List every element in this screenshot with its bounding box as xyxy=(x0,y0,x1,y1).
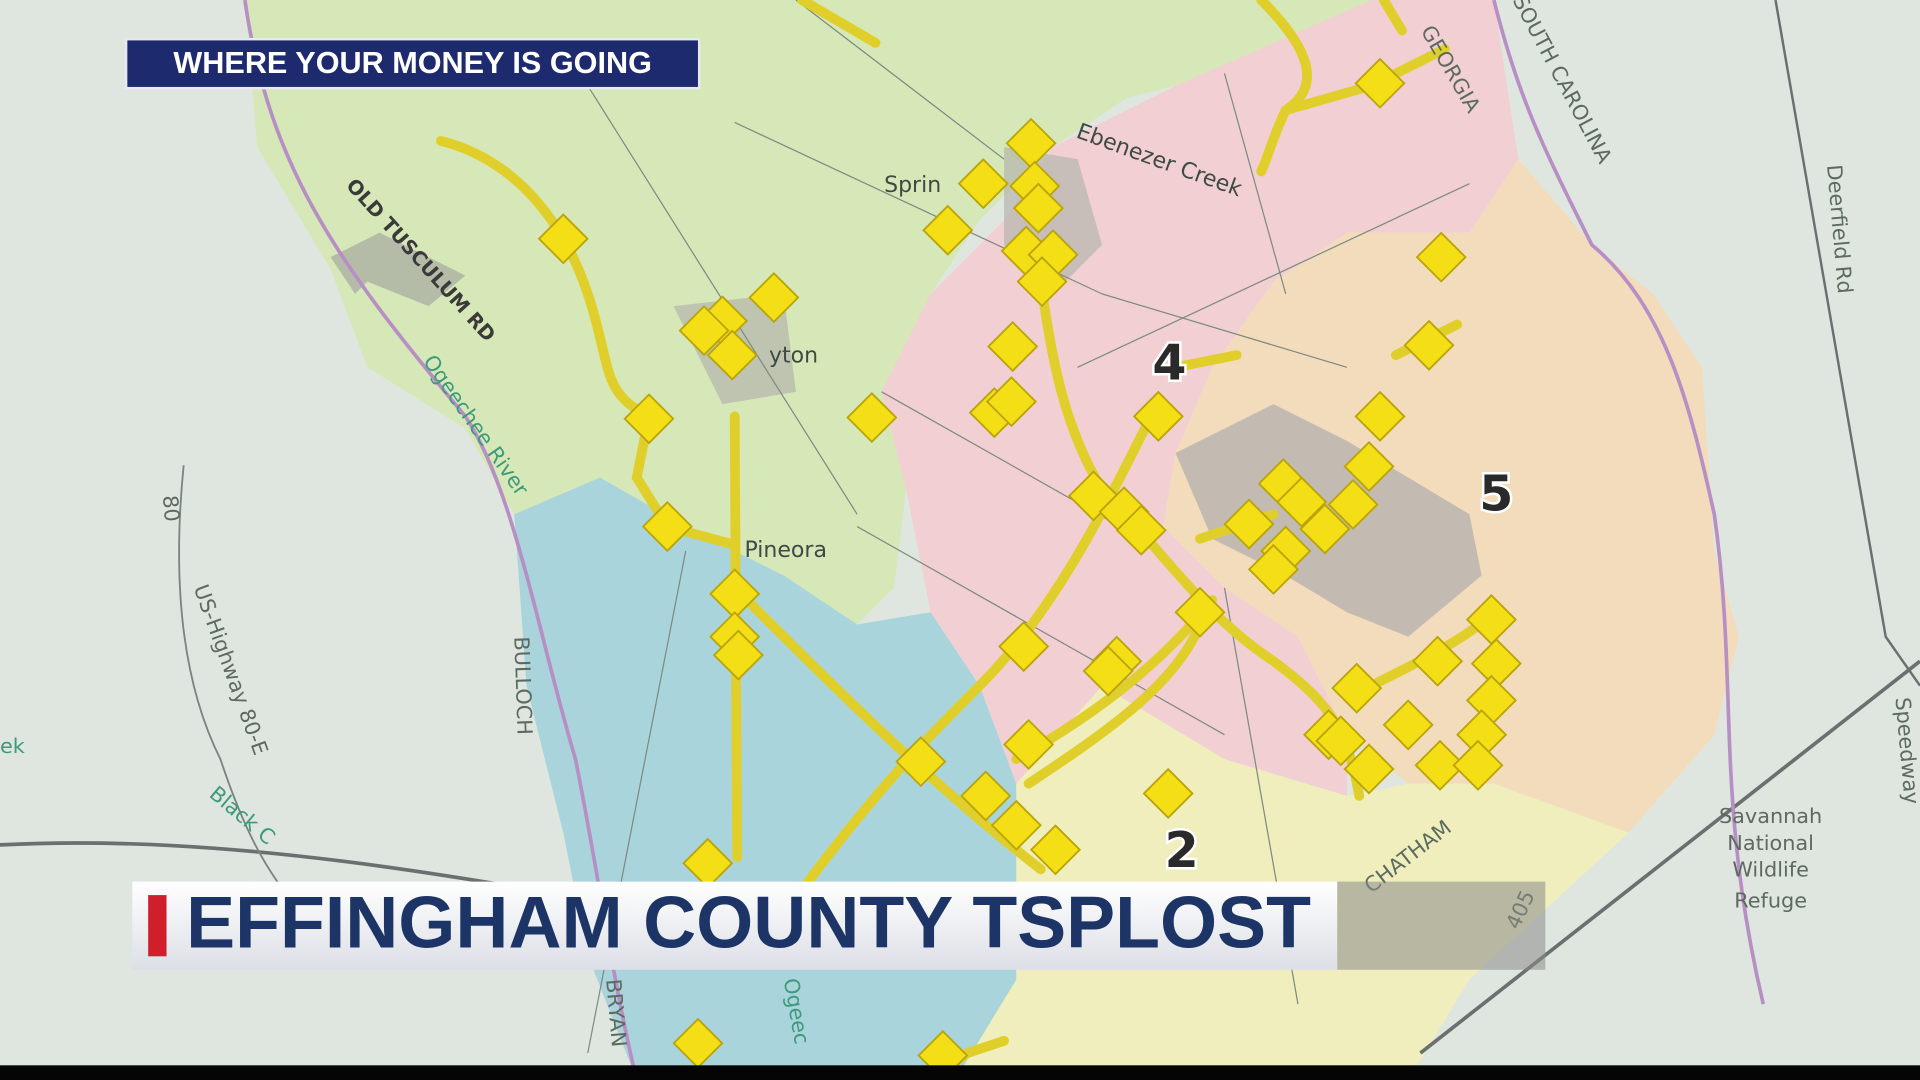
project-marker xyxy=(623,393,675,445)
project-marker xyxy=(1470,638,1522,690)
road xyxy=(1774,0,1920,687)
project-marker xyxy=(537,213,589,265)
project-marker xyxy=(1223,498,1275,550)
project-marker xyxy=(1414,739,1466,791)
place-label: Wildlife xyxy=(1732,858,1809,882)
project-marker xyxy=(1382,699,1434,751)
district-5 xyxy=(1163,159,1739,833)
project-marker xyxy=(1315,715,1367,767)
project-marker xyxy=(1415,231,1467,283)
project-marker xyxy=(1247,543,1300,595)
district-number: 2 xyxy=(1165,822,1199,879)
project-marker xyxy=(1016,256,1068,308)
project-marker xyxy=(895,736,947,788)
project-marker xyxy=(960,770,1012,822)
project-marker xyxy=(1115,504,1167,556)
project-marker xyxy=(1456,709,1508,761)
bottom-strip xyxy=(0,1065,1920,1080)
region-label: BULLOCH xyxy=(509,636,536,735)
project-marker xyxy=(678,305,730,357)
place-label: Pineora xyxy=(744,538,826,563)
project-marker xyxy=(998,620,1050,673)
project-marker xyxy=(922,204,974,256)
place-label: Savannah xyxy=(1719,804,1822,828)
project-marker xyxy=(1005,117,1057,169)
place-label: yton xyxy=(769,343,818,368)
project-marker xyxy=(1354,57,1406,109)
project-marker xyxy=(1012,182,1064,234)
water-label: ek xyxy=(0,734,25,758)
project-marker xyxy=(672,1017,724,1069)
project-marker xyxy=(1003,718,1055,771)
project-marker xyxy=(1029,824,1082,876)
project-marker xyxy=(1132,390,1184,442)
project-marker xyxy=(990,799,1042,851)
project-marker xyxy=(682,837,734,889)
project-marker xyxy=(985,376,1037,428)
project-marker xyxy=(1465,594,1517,646)
district-number: 5 xyxy=(1479,466,1513,523)
district-1 xyxy=(244,0,1384,625)
banner-tag: WHERE YOUR MONEY IS GOING xyxy=(173,46,651,80)
project-marker xyxy=(1082,645,1134,697)
project-marker xyxy=(748,272,800,324)
state-line xyxy=(1492,0,1766,1005)
project-marker xyxy=(706,329,758,381)
project-marker xyxy=(709,568,761,620)
project-marker xyxy=(1299,503,1351,555)
project-marker xyxy=(1343,440,1395,493)
lower-third-tail xyxy=(1337,881,1546,970)
region-label: BRYAN xyxy=(601,978,631,1048)
district-number: 4 xyxy=(1152,335,1186,392)
project-marker xyxy=(987,320,1039,373)
project-marker xyxy=(1174,586,1226,638)
project-marker xyxy=(1412,635,1464,687)
project-marker xyxy=(957,158,1009,210)
project-marker xyxy=(1452,739,1504,791)
place-label: Refuge xyxy=(1734,888,1807,912)
top-banner: WHERE YOUR MONEY IS GOING xyxy=(124,37,701,90)
accent-bar xyxy=(148,895,167,957)
road xyxy=(178,465,320,932)
project-marker xyxy=(1276,476,1328,528)
project-roads xyxy=(435,0,1499,1080)
road-label: 80 xyxy=(158,494,184,522)
place-label: Sprin xyxy=(884,173,941,198)
project-marker xyxy=(1354,390,1406,442)
lower-third: EFFINGHAM COUNTY TSPLOST xyxy=(132,881,1546,970)
project-marker xyxy=(712,629,764,681)
project-marker xyxy=(1142,767,1194,820)
highway xyxy=(1419,659,1920,1055)
project-marker xyxy=(1331,662,1383,714)
banner-box xyxy=(124,37,701,90)
project-marker xyxy=(1327,478,1379,531)
project-marker xyxy=(846,392,898,444)
project-marker xyxy=(1343,743,1395,795)
place-label: National xyxy=(1727,831,1814,855)
city-area xyxy=(330,232,466,307)
project-marker xyxy=(1403,319,1455,371)
headline: EFFINGHAM COUNTY TSPLOST xyxy=(186,881,1311,964)
project-marker xyxy=(641,500,693,553)
lower-third-box xyxy=(132,881,1338,970)
